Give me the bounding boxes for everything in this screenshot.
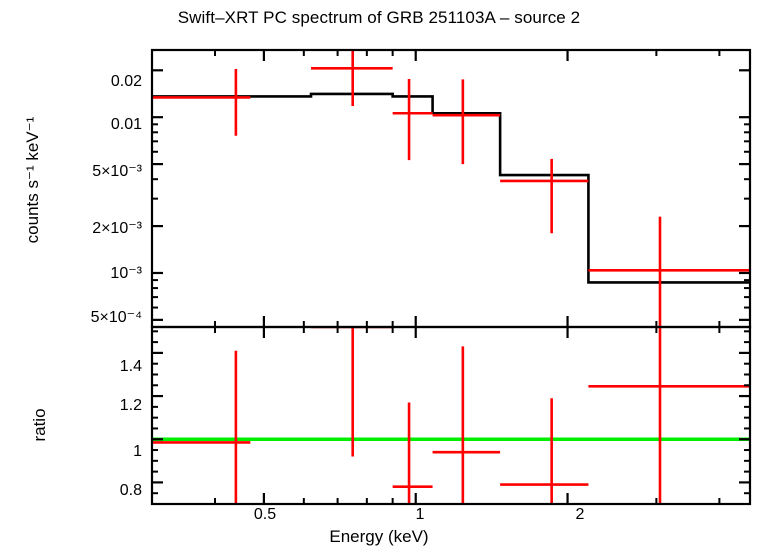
- model-step-curve: [152, 92, 750, 284]
- ratio-ytick-2: 1: [133, 443, 142, 460]
- spectrum-datapoint-5: [588, 216, 750, 327]
- page-title: Swift–XRT PC spectrum of GRB 251103A – s…: [177, 8, 581, 27]
- xtick-1: 1: [415, 506, 425, 523]
- ratio-datapoint-0: [152, 350, 251, 504]
- spectrum-ytick-4: 10⁻³: [110, 265, 142, 282]
- ratio-panel-data: [152, 327, 750, 504]
- spectrum-panel-data: [152, 50, 750, 327]
- ratio-datapoint-1: [311, 327, 393, 457]
- xtick-2: 2: [575, 506, 585, 523]
- spectrum-ytick-0: 0.02: [110, 73, 142, 90]
- ratio-datapoint-4: [500, 398, 589, 504]
- ratio-ytick-1: 1.2: [119, 397, 142, 414]
- spectrum-ytick-5: 5×10⁻⁴: [90, 309, 142, 326]
- ratio-datapoint-2: [392, 402, 433, 504]
- spectrum-ytick-1: 0.01: [110, 116, 142, 133]
- ratio-ytick-3: 0.8: [119, 482, 142, 499]
- spectrum-datapoint-2: [392, 78, 433, 161]
- spectrum-datapoint-0: [152, 68, 251, 136]
- spectrum-datapoint-3: [432, 79, 501, 165]
- spectrum-datapoint-4: [500, 158, 589, 234]
- ratio-ytick-0: 1.4: [119, 358, 142, 375]
- spectrum-ytick-2: 5×10⁻³: [92, 163, 142, 180]
- ratio-datapoint-3: [432, 346, 501, 504]
- spectrum-datapoint-1: [311, 50, 393, 106]
- ratio-panel-frame: [150, 325, 752, 506]
- xtick-0: 0.5: [253, 506, 277, 523]
- spectrum-ytick-3: 2×10⁻³: [92, 220, 142, 237]
- x-axis-label: Energy (keV): [329, 527, 429, 546]
- ratio-datapoint-5: [588, 327, 750, 504]
